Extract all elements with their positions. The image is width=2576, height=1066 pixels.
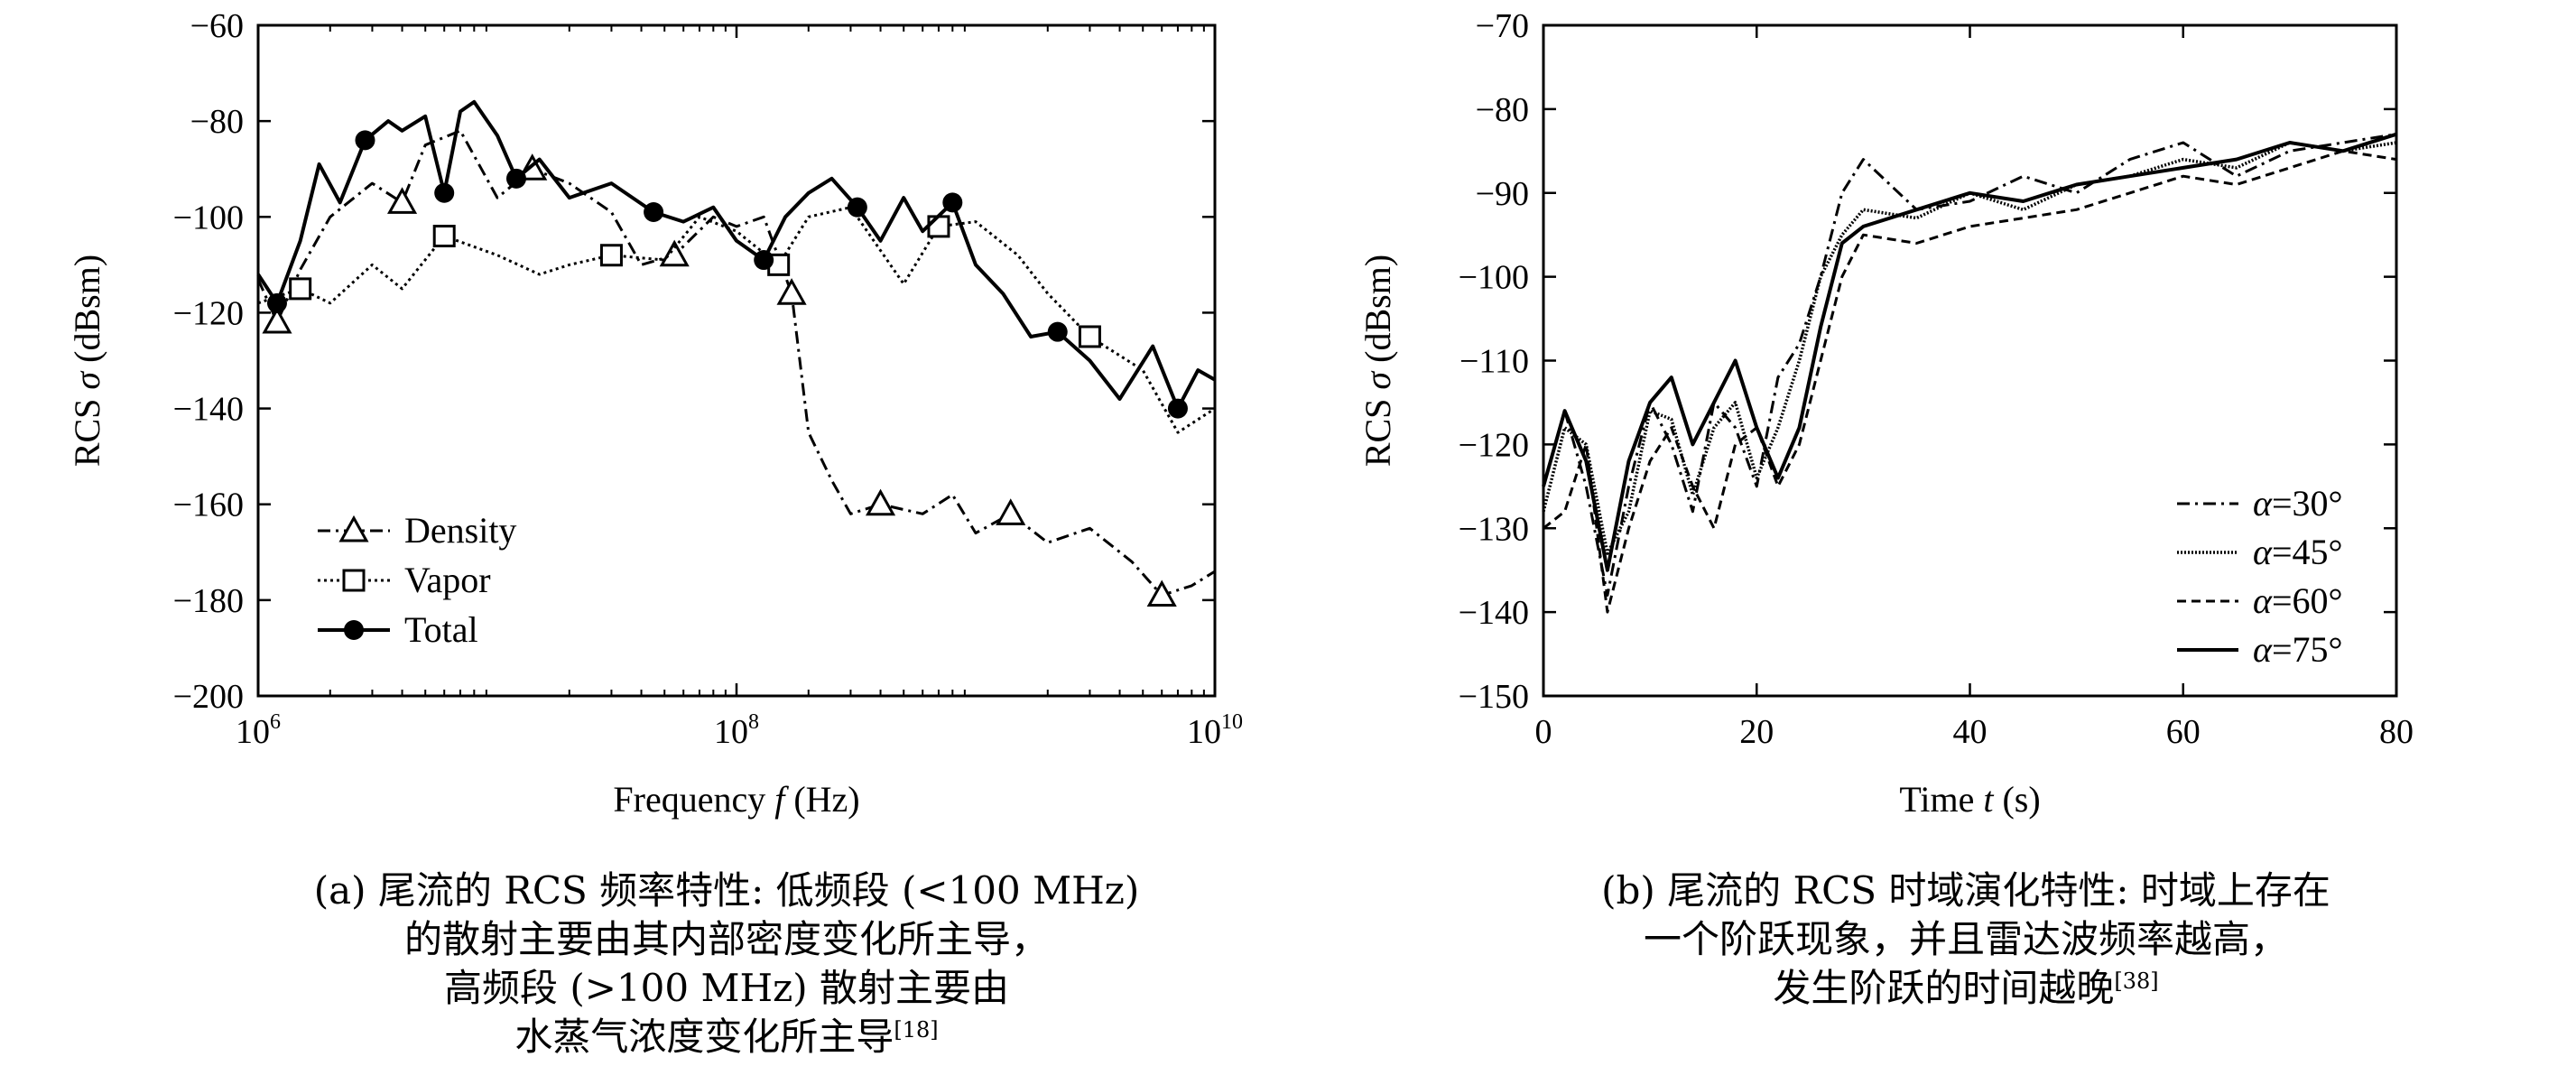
x-tick-label: 108 (714, 710, 759, 751)
caption-a-line-1: (a) 尾流的 RCS 频率特性: 低频段 (<100 MHz) (314, 868, 1140, 913)
y-tick-label: −150 (1459, 678, 1529, 716)
series-alpha-3 (1542, 132, 2397, 572)
x-tick-label: 80 (2379, 713, 2414, 751)
caption-b-reference: [38] (2114, 969, 2158, 994)
series-marker (865, 488, 896, 516)
series-marker (432, 225, 456, 248)
caption-b-line-3-text: 发生阶跃的时间越晚 (1773, 966, 2114, 1010)
caption-a-line-3: 高频段 (>100 MHz) 散射主要由 (444, 966, 1009, 1010)
y-tick-label: −100 (173, 199, 244, 236)
series-marker (776, 278, 807, 305)
x-tick-label: 60 (2166, 713, 2201, 751)
caption-a-line-4: 水蒸气浓度变化所主导[18] (514, 1015, 938, 1059)
legend-label: α=30° (2253, 483, 2343, 524)
series-alpha-1 (1542, 141, 2397, 555)
series-alpha-2 (1543, 149, 2397, 614)
series-marker (262, 306, 292, 334)
y-tick-label: −160 (173, 487, 244, 524)
series-line (1542, 133, 2397, 597)
caption-a-line-4-text: 水蒸气浓度变化所主导 (514, 1015, 894, 1059)
series-marker (599, 244, 623, 267)
legend-label: Total (404, 609, 478, 650)
y-tick-label: −130 (1459, 510, 1529, 548)
series-marker (289, 277, 312, 301)
x-tick-label: 1010 (1187, 710, 1243, 751)
x-tick-label: 0 (1535, 713, 1552, 751)
y-tick-label: −80 (190, 103, 244, 141)
series-marker (754, 250, 774, 271)
series-marker (1078, 325, 1101, 348)
legend: Density Vapor Total (318, 510, 516, 650)
series-marker (927, 215, 950, 238)
y-tick-label: −70 (1476, 7, 1529, 45)
x-axis-title: Frequency f (Hz) (613, 779, 859, 820)
series-marker (1047, 321, 1068, 342)
series-alpha-0 (1542, 133, 2397, 597)
legend-label: α=75° (2253, 629, 2343, 670)
legend-label: α=60° (2253, 580, 2343, 621)
series-marker (1167, 398, 1188, 419)
legend-label: Density (404, 510, 516, 551)
series-marker (355, 130, 375, 151)
series-marker (942, 192, 963, 213)
y-tick-label: −200 (173, 678, 244, 716)
series-marker (505, 168, 526, 189)
y-tick-label: −140 (173, 391, 244, 429)
series-line (1542, 132, 2397, 572)
legend-marker (344, 620, 364, 640)
y-tick-label: −110 (1459, 343, 1529, 381)
y-axis-title: RCS σ (dBsm) (1357, 255, 1398, 467)
y-tick-label: −140 (1459, 594, 1529, 632)
series-line (1542, 141, 2397, 555)
series-line (256, 129, 1216, 597)
legend-marker (338, 514, 369, 542)
caption-b-line-1: (b) 尾流的 RCS 时域演化特性: 时域上存在 (1601, 868, 2330, 913)
y-tick-label: −100 (1459, 259, 1529, 297)
caption-a-line-2: 的散射主要由其内部密度变化所主导， (404, 917, 1049, 961)
series-marker (996, 498, 1026, 525)
legend: α=30° α=45° α=60° α=75° (2177, 483, 2343, 670)
x-tick-label: 40 (1953, 713, 1988, 751)
series-density (256, 129, 1216, 607)
y-tick-label: −120 (173, 294, 244, 332)
series-total (256, 99, 1216, 419)
series-line (257, 206, 1216, 434)
caption-a-reference: [18] (894, 1017, 938, 1043)
series-marker (386, 187, 418, 214)
legend-label: Vapor (404, 560, 491, 600)
x-tick-label: 20 (1739, 713, 1774, 751)
series-marker (1146, 579, 1177, 607)
caption-b-line-2: 一个阶跃现象，并且雷达波频率越高， (1644, 917, 2288, 961)
x-axis-title: Time t (s) (1899, 779, 2040, 820)
series-vapor (257, 206, 1216, 434)
legend-marker (342, 569, 366, 592)
legend-label: α=45° (2253, 532, 2343, 572)
y-axis-title: RCS σ (dBsm) (67, 255, 107, 467)
series-marker (847, 197, 867, 218)
series-marker (434, 182, 455, 203)
plot-frame (256, 23, 1217, 698)
series-marker (644, 201, 664, 222)
y-tick-label: −60 (190, 7, 244, 45)
series-marker (659, 239, 690, 267)
y-tick-label: −90 (1476, 175, 1529, 213)
caption-b-line-3: 发生阶跃的时间越晚[38] (1773, 966, 2158, 1010)
series-marker (266, 292, 287, 313)
series-line (256, 99, 1216, 411)
y-tick-label: −180 (173, 582, 244, 620)
y-tick-label: −120 (1459, 426, 1529, 464)
series-line (1543, 149, 2397, 614)
x-tick-label: 106 (236, 710, 281, 751)
y-tick-label: −80 (1476, 91, 1529, 129)
